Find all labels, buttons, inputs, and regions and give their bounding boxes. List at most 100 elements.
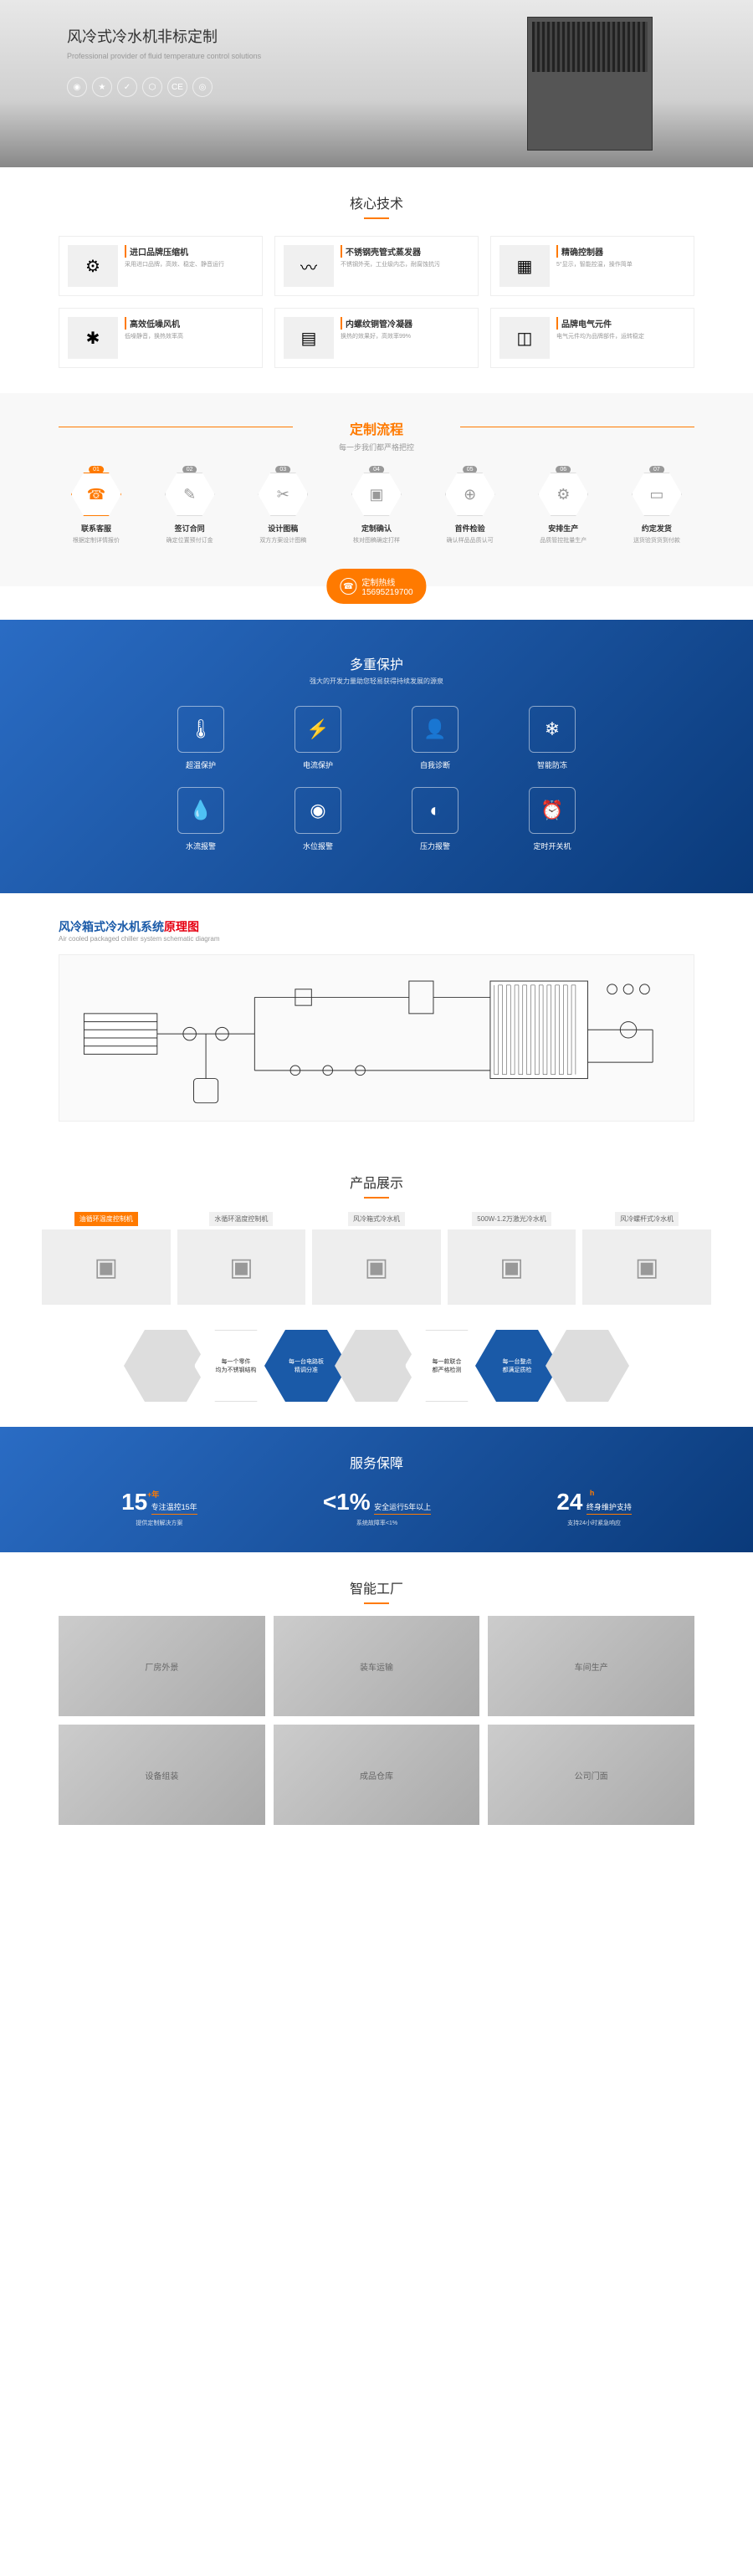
protection-icon: 💧 — [177, 787, 224, 834]
tech-item-desc: 电气元件均为品牌部件，运转稳定 — [556, 333, 644, 341]
step-number: 06 — [556, 466, 571, 473]
tech-item-title: 品牌电气元件 — [556, 317, 644, 330]
product-image: ▣ — [42, 1229, 171, 1305]
factory-section: 智能工厂 厂房外景装车运输车间生产设备组装成品仓库公司门面 — [0, 1552, 753, 1850]
process-step[interactable]: 03 ✂ 设计图稿 双方方案设计图稿 — [245, 473, 320, 544]
product-image: ▣ — [177, 1229, 306, 1305]
step-name: 联系客服 — [59, 523, 134, 534]
product-tab[interactable]: 油循环温度控制机 ▣ — [42, 1210, 171, 1305]
process-section: 定制流程 每一步我们都严格把控 01 ☎ 联系客服 根据定制详情报价 02 ✎ … — [0, 393, 753, 586]
tech-image: ◫ — [499, 317, 550, 359]
phone-icon: ☎ — [340, 578, 356, 595]
tech-image: ⚙ — [68, 245, 118, 287]
service-label: 安全运行5年以上 — [374, 1501, 431, 1515]
protection-icon: ❄ — [529, 706, 576, 753]
step-number: 01 — [89, 466, 104, 473]
protection-item: 💧 水流报警 — [159, 787, 243, 851]
protection-item: ❄ 智能防冻 — [510, 706, 594, 770]
protection-item: 👤 自我诊断 — [393, 706, 477, 770]
step-icon: ⚙ — [538, 473, 588, 516]
step-name: 首件检验 — [433, 523, 508, 534]
process-step[interactable]: 07 ▭ 约定发货 送货验货货到付款 — [619, 473, 694, 544]
protection-name: 压力报警 — [393, 841, 477, 851]
tech-image: 〰 — [284, 245, 334, 287]
step-desc: 双方方案设计图稿 — [245, 536, 320, 544]
step-name: 设计图稿 — [245, 523, 320, 534]
step-desc: 送货验货货到付款 — [619, 536, 694, 544]
service-desc: 提供定制解决方案 — [121, 1519, 197, 1527]
diagram-subtitle: Air cooled packaged chiller system schem… — [59, 935, 694, 943]
tech-item-title: 内螺纹铜管冷凝器 — [341, 317, 412, 330]
product-image — [527, 17, 653, 151]
protection-icon: ⏰ — [529, 787, 576, 834]
protection-name: 超温保护 — [159, 759, 243, 770]
badge-icon: ★ — [92, 77, 112, 97]
step-icon: ▭ — [632, 473, 682, 516]
tech-title: 核心技术 — [59, 192, 694, 219]
badge-icon: CE — [167, 77, 187, 97]
product-tab[interactable]: 风冷箱式冷水机 ▣ — [312, 1210, 441, 1305]
badge-icon: ⬡ — [142, 77, 162, 97]
factory-image: 车间生产 — [488, 1616, 694, 1716]
product-tab-label: 水循环温度控制机 — [209, 1212, 273, 1226]
service-label: 专注温控15年 — [151, 1501, 197, 1515]
protection-name: 水位报警 — [276, 841, 360, 851]
step-icon: ⊕ — [445, 473, 495, 516]
step-number: 05 — [463, 466, 478, 473]
protection-subtitle: 强大的开发力量助您轻易获得持续发展的源泉 — [59, 677, 694, 686]
hotline-number: 15695219700 — [361, 588, 412, 597]
hotline-button[interactable]: ☎ 定制热线 15695219700 — [326, 569, 426, 604]
factory-image: 设备组装 — [59, 1725, 265, 1825]
protection-name: 水流报警 — [159, 841, 243, 851]
service-desc: 系统故障率<1% — [323, 1519, 431, 1527]
factory-title: 智能工厂 — [59, 1577, 694, 1604]
process-step[interactable]: 04 ▣ 定制确认 核对图稿确定打样 — [339, 473, 414, 544]
service-label: 终身维护支持 — [587, 1501, 632, 1515]
step-icon: ✎ — [165, 473, 215, 516]
tech-item-title: 精确控制器 — [556, 245, 633, 258]
schematic-diagram — [59, 954, 694, 1122]
factory-image: 装车运输 — [274, 1616, 480, 1716]
process-step[interactable]: 02 ✎ 签订合同 确定位置预付订金 — [152, 473, 228, 544]
protection-item: ⏰ 定时开关机 — [510, 787, 594, 851]
tech-item-desc: 不锈钢外壳，工业级内芯，耐腐蚀抗污 — [341, 261, 440, 269]
step-name: 定制确认 — [339, 523, 414, 534]
badge-icon: ◎ — [192, 77, 213, 97]
product-image: ▣ — [582, 1229, 711, 1305]
service-item: 24h 终身维护支持 支持24小时紧急响应 — [556, 1489, 632, 1527]
protection-item: ◉ 水位报警 — [276, 787, 360, 851]
protection-item: ◐ 压力报警 — [393, 787, 477, 851]
protection-icon: ◉ — [295, 787, 341, 834]
protection-icon: 👤 — [412, 706, 458, 753]
step-number: 03 — [275, 466, 290, 473]
step-desc: 根据定制详情报价 — [59, 536, 134, 544]
tech-image: ▦ — [499, 245, 550, 287]
tech-item-title: 不锈钢壳管式蒸发器 — [341, 245, 440, 258]
tech-item-desc: 低噪静音，换热效率高 — [125, 333, 183, 341]
protection-icon: ⚡ — [295, 706, 341, 753]
tech-image: ✱ — [68, 317, 118, 359]
service-desc: 支持24小时紧急响应 — [556, 1519, 632, 1527]
product-tab[interactable]: 500W-1.2万激光冷水机 ▣ — [448, 1210, 576, 1305]
product-tab-label: 油循环温度控制机 — [74, 1212, 138, 1226]
process-step[interactable]: 01 ☎ 联系客服 根据定制详情报价 — [59, 473, 134, 544]
product-image: ▣ — [448, 1229, 576, 1305]
hex-feature — [546, 1330, 629, 1402]
step-icon: ▣ — [351, 473, 402, 516]
products-title: 产品展示 — [42, 1172, 711, 1199]
tech-item-desc: 5°显示，智能控温，操作简单 — [556, 261, 633, 269]
product-tab[interactable]: 风冷螺杆式冷水机 ▣ — [582, 1210, 711, 1305]
tech-card: ▤ 内螺纹铜管冷凝器 换热的效果好，高效率99% — [274, 308, 479, 368]
step-icon: ✂ — [258, 473, 308, 516]
process-step[interactable]: 05 ⊕ 首件检验 确认样品品质认可 — [433, 473, 508, 544]
process-step[interactable]: 06 ⚙ 安排生产 品质管控批量生产 — [525, 473, 601, 544]
hero-banner: 风冷式冷水机非标定制 Professional provider of flui… — [0, 0, 753, 167]
process-subtitle: 每一步我们都严格把控 — [59, 442, 694, 452]
protection-icon: ◐ — [412, 787, 458, 834]
tech-item-desc: 换热的效果好，高效率99% — [341, 333, 412, 341]
tech-item-desc: 采用进口品牌，高效、稳定、静音运行 — [125, 261, 224, 269]
step-number: 07 — [649, 466, 664, 473]
tech-card: 〰 不锈钢壳管式蒸发器 不锈钢外壳，工业级内芯，耐腐蚀抗污 — [274, 236, 479, 296]
product-tab[interactable]: 水循环温度控制机 ▣ — [177, 1210, 306, 1305]
step-icon: ☎ — [71, 473, 121, 516]
